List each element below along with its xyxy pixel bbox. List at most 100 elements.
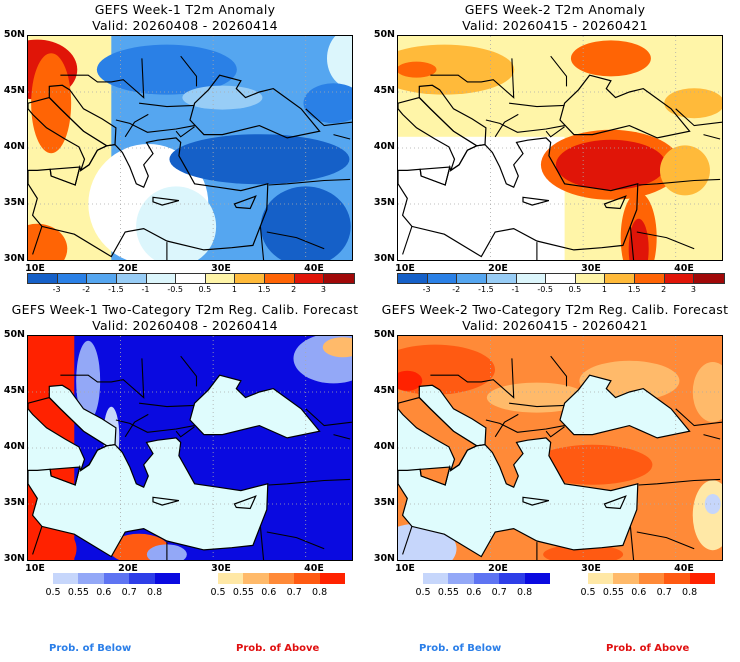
colorbar-swatch <box>28 274 58 283</box>
prob-above-colorbar <box>218 573 346 584</box>
colorbar-swatch <box>605 274 635 283</box>
prob-below-caption: Prob. of Below <box>419 643 502 654</box>
colorbar-tick-label: 0.6 <box>96 587 112 598</box>
lat-label: 30N <box>373 253 395 264</box>
colorbar-swatch <box>638 573 665 584</box>
colorbar-tick-label: 0.8 <box>517 587 533 598</box>
colorbar-swatch <box>694 274 724 283</box>
lon-label: 40E <box>674 263 694 274</box>
field-shading <box>28 36 352 260</box>
colorbar-swatch <box>87 274 117 283</box>
lon-label: 20E <box>118 263 138 274</box>
colorbar-tick-label: 0.8 <box>147 587 163 598</box>
colorbar-tick-label: 0.55 <box>232 587 254 598</box>
lat-label: 40N <box>373 141 395 152</box>
colorbar-swatch <box>294 573 320 584</box>
colorbar-swatch <box>103 573 130 584</box>
panel-title: GEFS Week-1 Two-Category T2m Reg. Calib.… <box>11 302 359 317</box>
colorbar-tick-label: 1 <box>231 285 237 294</box>
lat-label: 35N <box>373 497 395 508</box>
colorbar-tick-label: 0.5 <box>580 587 596 598</box>
colorbar-tick-label: 2 <box>291 285 297 294</box>
colorbar-swatch <box>176 274 206 283</box>
panel-valid-dates: Valid: 20260408 - 20260414 <box>92 318 278 333</box>
panel-title: GEFS Week-2 T2m Anomaly <box>464 2 646 17</box>
anomaly-colorbar <box>397 273 725 284</box>
colorbar-swatch <box>689 573 716 584</box>
colorbar-tick-label: 0.5 <box>198 285 212 294</box>
lat-label: 50N <box>3 329 25 340</box>
lon-label: 30E <box>211 263 231 274</box>
colorbar-tick-label: 0.5 <box>415 587 431 598</box>
lon-label: 10E <box>25 263 45 274</box>
panel-valid-dates: Valid: 20260415 - 20260421 <box>462 318 648 333</box>
colorbar-tick-label: -1 <box>141 285 150 294</box>
colorbar-tick-label: 1.5 <box>257 285 271 294</box>
prob-below-colorbar <box>53 573 181 584</box>
lat-label: 35N <box>3 497 25 508</box>
lon-label: 20E <box>488 263 508 274</box>
map-canvas <box>27 335 353 561</box>
panel-title: GEFS Week-1 T2m Anomaly <box>94 2 276 17</box>
colorbar-swatch <box>205 274 236 283</box>
colorbar-tick-label: -0.5 <box>537 285 553 294</box>
colorbar-tick-label: 0.7 <box>121 587 137 598</box>
colorbar-swatch <box>516 274 547 283</box>
colorbar-tick-label: -2 <box>452 285 461 294</box>
colorbar-swatch <box>457 274 487 283</box>
colorbar-swatch <box>499 573 525 584</box>
lon-label: 30E <box>581 263 601 274</box>
lat-label: 35N <box>373 197 395 208</box>
lat-label: 40N <box>3 441 25 452</box>
lat-label: 45N <box>373 85 395 96</box>
colorbar-tick-label: 0.8 <box>682 587 698 598</box>
coastlines-borders <box>28 55 352 260</box>
colorbar-swatch <box>53 573 79 584</box>
colorbar-swatch <box>635 274 665 283</box>
colorbar-tick-label: 0.5 <box>568 285 582 294</box>
colorbar-swatch <box>575 274 606 283</box>
lat-label: 40N <box>373 441 395 452</box>
lon-label: 10E <box>395 263 415 274</box>
colorbar-swatch <box>319 573 346 584</box>
sea-mask <box>398 375 690 557</box>
lon-label: 30E <box>581 563 601 574</box>
colorbar-swatch <box>218 573 244 584</box>
colorbar-swatch <box>268 573 295 584</box>
gridlines <box>398 336 722 560</box>
lat-label: 40N <box>3 141 25 152</box>
colorbar-tick-label: 0.55 <box>437 587 459 598</box>
lon-label: 10E <box>395 563 415 574</box>
coastlines-borders <box>398 55 722 260</box>
colorbar-tick-label: -3 <box>52 285 61 294</box>
colorbar-swatch <box>473 573 500 584</box>
map-panel-week1-prob: GEFS Week-1 Two-Category T2m Reg. Calib.… <box>0 300 370 600</box>
colorbar-tick-label: 0.8 <box>312 587 328 598</box>
lon-label: 10E <box>25 563 45 574</box>
colorbar-tick-label: 1.5 <box>627 285 641 294</box>
map-canvas <box>397 335 723 561</box>
lat-label: 50N <box>3 29 25 40</box>
colorbar-swatch <box>146 274 177 283</box>
colorbar-swatch <box>154 573 181 584</box>
colorbar-tick-label: 0.6 <box>466 587 482 598</box>
colorbar-swatch <box>78 573 104 584</box>
colorbar-swatch <box>129 573 155 584</box>
prob-below-colorbar <box>423 573 551 584</box>
prob-below-caption: Prob. of Below <box>49 643 132 654</box>
colorbar-tick-label: -2 <box>82 285 91 294</box>
colorbar-tick-label: -0.5 <box>167 285 183 294</box>
lon-label: 30E <box>211 563 231 574</box>
lat-label: 45N <box>373 385 395 396</box>
anomaly-colorbar <box>27 273 355 284</box>
colorbar-swatch <box>235 274 265 283</box>
colorbar-swatch <box>243 573 269 584</box>
colorbar-tick-label: 3 <box>320 285 326 294</box>
lat-label: 35N <box>3 197 25 208</box>
colorbar-swatch <box>524 573 551 584</box>
colorbar-tick-label: 3 <box>690 285 696 294</box>
colorbar-swatch <box>664 573 690 584</box>
colorbar-swatch <box>664 274 695 283</box>
lat-label: 30N <box>373 553 395 564</box>
prob-above-caption: Prob. of Above <box>606 643 690 654</box>
